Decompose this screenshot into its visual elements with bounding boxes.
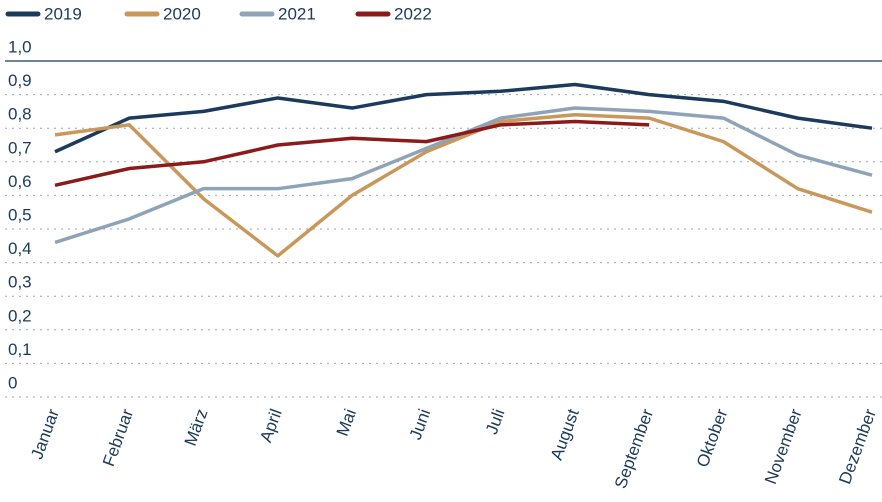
y-tick-label: 0,7 [8, 138, 32, 157]
x-tick-label: August [547, 406, 583, 462]
legend-label: 2021 [278, 4, 316, 23]
series-line [54, 82, 873, 154]
x-tick-label: Mai [333, 406, 360, 438]
x-tick-label: April [256, 406, 285, 444]
x-tick-label: März [181, 406, 212, 448]
series-line [54, 119, 650, 188]
y-tick-label: 0,5 [8, 205, 32, 224]
legend-label: 2022 [394, 4, 432, 23]
y-tick-label: 0 [8, 373, 17, 392]
series-line [54, 113, 873, 258]
x-tick-label: Januar [27, 406, 63, 462]
y-tick-label: 0,2 [8, 306, 32, 325]
legend-label: 2019 [44, 4, 82, 23]
x-tick-label: September [611, 406, 657, 491]
y-tick-label: 0,6 [8, 172, 32, 191]
y-tick-label: 0,9 [8, 71, 32, 90]
y-tick-label: 0,1 [8, 340, 32, 359]
x-tick-label: Juni [406, 406, 435, 442]
x-tick-label: Dezember [835, 406, 880, 487]
y-tick-label: 1,0 [8, 37, 32, 56]
y-tick-label: 0,4 [8, 239, 32, 258]
x-tick-label: Februar [99, 406, 137, 469]
legend-label: 2020 [163, 4, 201, 23]
x-tick-label: November [761, 406, 806, 487]
y-tick-label: 0,8 [8, 105, 32, 124]
y-tick-label: 0,3 [8, 273, 32, 292]
x-tick-label: Oktober [693, 406, 732, 470]
x-tick-label: Juli [482, 406, 509, 436]
